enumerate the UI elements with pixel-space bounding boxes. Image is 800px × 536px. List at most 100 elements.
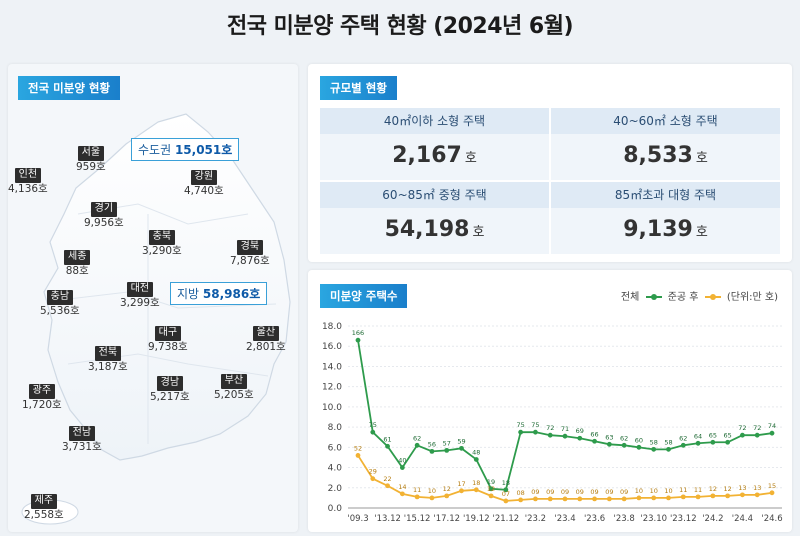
data-point-total bbox=[429, 448, 435, 454]
data-label-after: 07 bbox=[502, 490, 510, 498]
data-label-total: 71 bbox=[561, 425, 569, 433]
size-cell-large: 85㎡초과 대형 주택 9,139 호 bbox=[551, 182, 780, 254]
region-gangwon: 강원 4,740호 bbox=[184, 170, 224, 197]
data-label-after: 13 bbox=[738, 484, 746, 492]
page-title: 전국 미분양 주택 현황 (2024년 6월) bbox=[226, 14, 574, 39]
size-section-tag: 규모별 현황 bbox=[320, 76, 397, 100]
data-point-after bbox=[444, 493, 450, 499]
data-point-after bbox=[518, 497, 524, 503]
legend-after-label: 준공 후 bbox=[667, 292, 699, 303]
region-jeju: 제주 2,558호 bbox=[24, 494, 64, 521]
data-label-after: 22 bbox=[383, 475, 391, 483]
data-point-total bbox=[444, 447, 450, 453]
data-label-total: 75 bbox=[531, 421, 539, 429]
data-label-after: 29 bbox=[369, 468, 377, 476]
data-point-total bbox=[592, 438, 597, 444]
line-chart: 0.0 2.0 4.0 6.0 8.0 10.0 12.0 14.0 16.0 18.0 '09.3… bbox=[322, 322, 783, 524]
data-label-after: 13 bbox=[753, 484, 761, 492]
data-point-total bbox=[769, 430, 775, 436]
data-point-after bbox=[725, 493, 731, 499]
x-tick-label: '17.12 bbox=[433, 514, 460, 524]
map-section-tag: 전국 미분양 현황 bbox=[18, 76, 121, 100]
data-point-total bbox=[651, 446, 657, 452]
data-point-total bbox=[666, 446, 671, 452]
data-label-total: 62 bbox=[679, 434, 687, 442]
data-point-after bbox=[666, 495, 671, 501]
x-tick-label: '21.12 bbox=[493, 514, 520, 524]
data-point-after bbox=[459, 488, 464, 494]
data-point-total bbox=[577, 435, 583, 441]
x-tick-label: '24.2 bbox=[702, 514, 723, 524]
metro-callout: 수도권 15,051호 bbox=[131, 138, 240, 161]
data-point-total bbox=[533, 429, 538, 435]
data-point-after bbox=[592, 496, 597, 502]
local-label: 지방 bbox=[177, 287, 200, 301]
y-tick-label: 14.0 bbox=[322, 362, 342, 372]
y-tick-label: 6.0 bbox=[328, 443, 343, 453]
x-tick-label: '23.8 bbox=[614, 514, 635, 524]
data-point-total bbox=[725, 439, 731, 445]
data-label-total: 18 bbox=[502, 479, 510, 487]
data-point-total bbox=[547, 432, 553, 438]
chart-section-tag: 미분양 주택수 bbox=[320, 284, 408, 308]
data-label-after: 09 bbox=[605, 488, 613, 496]
data-point-after bbox=[606, 496, 612, 502]
data-label-total: 64 bbox=[694, 432, 702, 440]
x-tick-label: '23.12 bbox=[670, 514, 697, 524]
x-tick-label: '24.6 bbox=[761, 514, 782, 524]
region-chungnam: 충남 5,536호 bbox=[40, 290, 80, 317]
x-tick-label: '23.4 bbox=[554, 514, 575, 524]
region-sejong: 세종 88호 bbox=[64, 250, 91, 277]
data-point-after bbox=[680, 494, 686, 500]
data-point-total bbox=[636, 444, 642, 450]
data-label-after: 52 bbox=[354, 444, 362, 452]
data-point-after bbox=[473, 487, 479, 493]
x-tick-label: '15.12 bbox=[404, 514, 431, 524]
x-tick-label: '24.4 bbox=[732, 514, 753, 524]
x-tick-label: '23.6 bbox=[584, 514, 605, 524]
data-label-after: 09 bbox=[620, 488, 628, 496]
data-point-after bbox=[651, 495, 657, 501]
data-point-total bbox=[621, 442, 627, 448]
data-label-total: 57 bbox=[443, 439, 451, 447]
data-point-total bbox=[355, 337, 361, 343]
data-point-after bbox=[488, 493, 494, 499]
data-label-after: 12 bbox=[709, 485, 717, 493]
x-tick-label: '13.12 bbox=[374, 514, 401, 524]
region-gyeongbuk: 경북 7,876호 bbox=[230, 240, 270, 267]
region-busan: 부산 5,205호 bbox=[214, 374, 254, 401]
x-tick-label: '19.12 bbox=[463, 514, 490, 524]
data-point-total bbox=[562, 433, 568, 439]
data-label-total: 74 bbox=[768, 422, 776, 430]
region-jeonnam: 전남 3,731호 bbox=[62, 426, 102, 453]
data-point-after bbox=[355, 453, 361, 458]
data-label-total: 62 bbox=[620, 434, 628, 442]
region-daegu: 대구 9,738호 bbox=[148, 326, 188, 353]
y-tick-label: 0.0 bbox=[328, 504, 343, 514]
region-gwangju: 광주 1,720호 bbox=[22, 384, 62, 411]
data-label-total: 62 bbox=[413, 434, 421, 442]
data-label-total: 19 bbox=[487, 478, 495, 486]
size-value: 2,167 bbox=[392, 143, 462, 168]
data-label-total: 66 bbox=[590, 430, 598, 438]
data-label-total: 58 bbox=[650, 438, 658, 446]
x-tick-label: '23.10 bbox=[640, 514, 667, 524]
chart-legend: 전체 준공 후 (단위:만 호) bbox=[621, 288, 778, 303]
region-gyeongnam: 경남 5,217호 bbox=[150, 376, 190, 403]
data-point-after bbox=[754, 492, 760, 498]
y-tick-label: 10.0 bbox=[322, 403, 342, 413]
data-label-after: 09 bbox=[546, 488, 554, 496]
region-ulsan: 울산 2,801호 bbox=[246, 326, 286, 353]
data-point-after bbox=[503, 498, 509, 504]
size-cell-small-60: 40~60㎡ 소형 주택 8,533 호 bbox=[551, 108, 780, 180]
data-point-after bbox=[414, 494, 420, 500]
data-label-total: 59 bbox=[457, 437, 465, 445]
region-daejeon: 대전 3,299호 bbox=[120, 282, 160, 309]
region-incheon: 인천 4,136호 bbox=[8, 168, 48, 195]
data-label-total: 72 bbox=[546, 424, 554, 432]
data-label-after: 12 bbox=[487, 485, 495, 493]
legend-after-swatch bbox=[704, 294, 721, 300]
x-tick-label: '23.2 bbox=[525, 514, 546, 524]
data-point-after bbox=[547, 496, 553, 502]
data-point-after bbox=[385, 483, 390, 489]
